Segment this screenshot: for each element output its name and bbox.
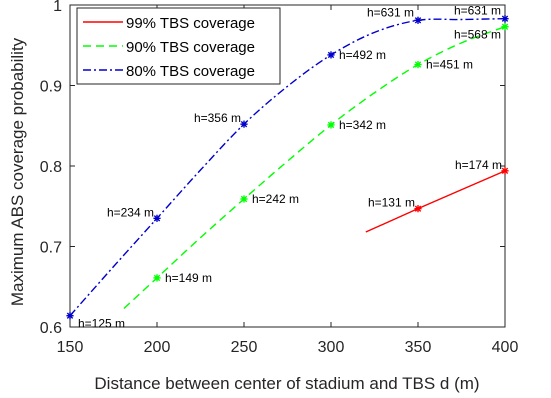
data-point-marker (327, 121, 335, 129)
legend-label: 90% TBS coverage (126, 39, 255, 56)
legend-label: 99% TBS coverage (126, 15, 255, 32)
x-tick-label: 350 (405, 339, 432, 356)
data-point-marker (153, 214, 161, 222)
x-axis-title: Distance between center of stadium and T… (94, 374, 479, 393)
data-point-marker (414, 205, 422, 213)
point-label: h=174 m (455, 158, 502, 172)
y-tick-label: 0.7 (40, 240, 62, 257)
point-label: h=149 m (165, 271, 212, 285)
series-layer (66, 15, 509, 320)
y-tick-label: 1 (53, 0, 62, 15)
series-line-2 (69, 17, 506, 317)
y-tick-label: 0.6 (40, 320, 62, 337)
point-label: h=234 m (107, 205, 154, 219)
data-point-marker (66, 312, 74, 320)
point-label: h=492 m (339, 48, 386, 62)
point-label: h=242 m (252, 192, 299, 206)
point-label: h=451 m (426, 58, 473, 72)
data-point-marker (501, 15, 509, 23)
x-tick-label: 300 (318, 339, 345, 356)
point-labels-layer: h=131 m h=174 m h=149 m h=242 m h=342 m h=451… (78, 4, 502, 331)
point-label: h=131 m (368, 196, 415, 210)
x-tick-label: 250 (231, 339, 258, 356)
legend-box (76, 7, 281, 85)
x-tick-label: 400 (492, 339, 519, 356)
y-tick-label: 0.8 (40, 159, 62, 176)
point-label: h=631 m (367, 5, 414, 19)
data-point-marker (501, 167, 509, 175)
point-label: h=568 m (454, 28, 501, 42)
y-axis-title: Maximum ABS coverage probability (8, 37, 27, 306)
point-label: h=631 m (454, 4, 501, 18)
x-tick-label: 150 (57, 339, 84, 356)
series-line-1 (123, 26, 506, 310)
data-point-marker (153, 274, 161, 282)
point-label: h=342 m (339, 118, 386, 132)
point-label: h=356 m (194, 111, 241, 125)
x-tick-label: 200 (144, 339, 171, 356)
data-point-marker (240, 120, 248, 128)
legend-label: 80% TBS coverage (126, 63, 255, 80)
data-point-marker (240, 195, 248, 203)
data-point-marker (327, 51, 335, 59)
data-point-marker (501, 23, 509, 31)
point-label: h=125 m (78, 317, 125, 331)
y-tick-label: 0.9 (40, 79, 62, 96)
data-point-marker (414, 60, 422, 69)
axes-layer: 150 200 250 300 350 400 0.6 0.7 0.8 0.9 1 (40, 0, 519, 356)
data-point-marker (414, 16, 422, 24)
legend: 99% TBS coverage 90% TBS coverage 80% TBS … (76, 7, 281, 85)
